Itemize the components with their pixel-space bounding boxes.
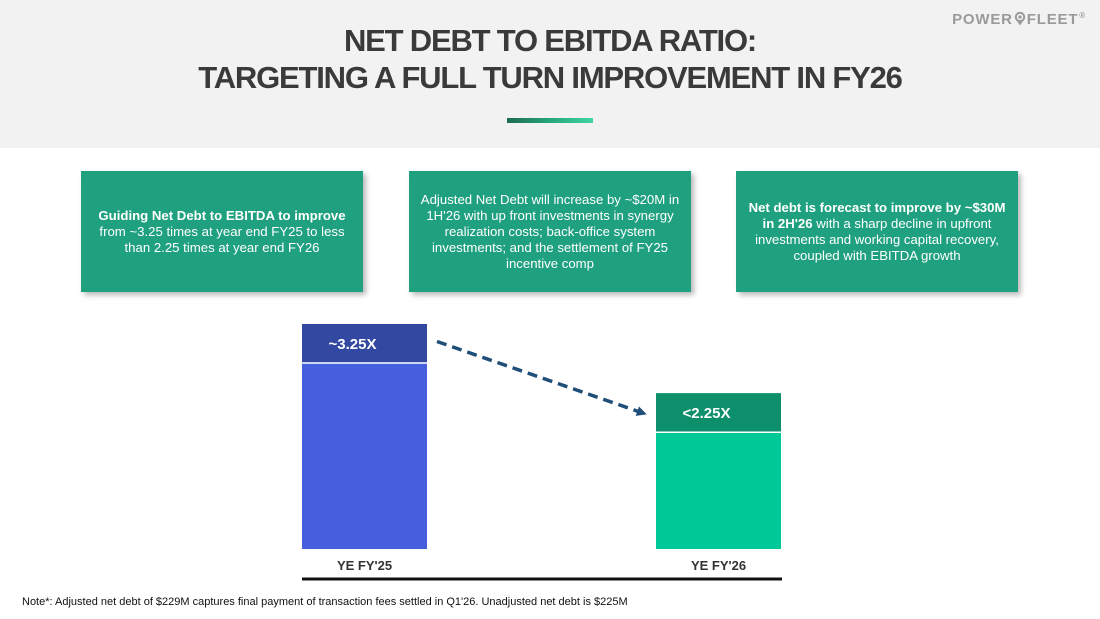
net-debt-increase-card: Adjusted Net Debt will increase by ~$20M… xyxy=(409,171,691,292)
footnote: Note*: Adjusted net debt of $229M captur… xyxy=(22,596,628,608)
net-debt-increase-card-text: Adjusted Net Debt will increase by ~$20M… xyxy=(419,192,681,272)
guidance-card-body: from ~3.25 times at year end FY25 to les… xyxy=(99,223,345,255)
net-debt-improve-card-bold: Net debt is forecast to improve by ~$30M… xyxy=(748,199,1006,231)
logo-registered-mark: ® xyxy=(1079,11,1086,20)
trend-arrow xyxy=(436,339,647,416)
x-tick-ye-fy-25: YE FY'25 xyxy=(337,558,392,573)
guidance-card: Guiding Net Debt to EBITDA to improve fr… xyxy=(81,171,363,292)
header-band xyxy=(0,0,1100,148)
data-label-ye-fy-25: ~3.25X xyxy=(329,336,377,353)
bar-label-band-ye-fy-25 xyxy=(302,324,427,363)
title-line-2: TARGETING A FULL TURN IMPROVEMENT IN FY2… xyxy=(198,60,903,95)
guidance-card-text: Guiding Net Debt to EBITDA to improve fr… xyxy=(91,208,353,256)
bar-label-band-ye-fy-26 xyxy=(656,393,781,433)
net-debt-improve-card-text: Net debt is forecast to improve by ~$30M… xyxy=(746,200,1008,264)
x-tick-labels: YE FY'25 YE FY'26 xyxy=(337,558,746,573)
title-underline xyxy=(507,118,593,123)
net-debt-improve-card-body: with a sharp decline in upfront investme… xyxy=(755,215,999,263)
bars-group: ~3.25X <2.25X xyxy=(302,324,781,549)
guidance-card-bold: Guiding Net Debt to EBITDA to improve xyxy=(98,207,346,223)
logo-text-right: FLEET xyxy=(1026,11,1079,28)
data-label-ye-fy-26: <2.25X xyxy=(683,405,731,422)
net-debt-increase-card-body: Adjusted Net Debt will increase by ~$20M… xyxy=(420,191,680,271)
net-debt-improve-card: Net debt is forecast to improve by ~$30M… xyxy=(736,171,1018,292)
title-line-1: NET DEBT TO EBITDA RATIO: xyxy=(343,23,757,58)
company-logo: POWER FLEET® xyxy=(952,11,1086,28)
logo-text-left: POWER xyxy=(952,11,1013,28)
x-tick-ye-fy-26: YE FY'26 xyxy=(691,558,746,573)
page-title: NET DEBT TO EBITDA RATIO: TARGETING A FU… xyxy=(0,22,1100,96)
logo-pin-icon xyxy=(1014,12,1025,26)
